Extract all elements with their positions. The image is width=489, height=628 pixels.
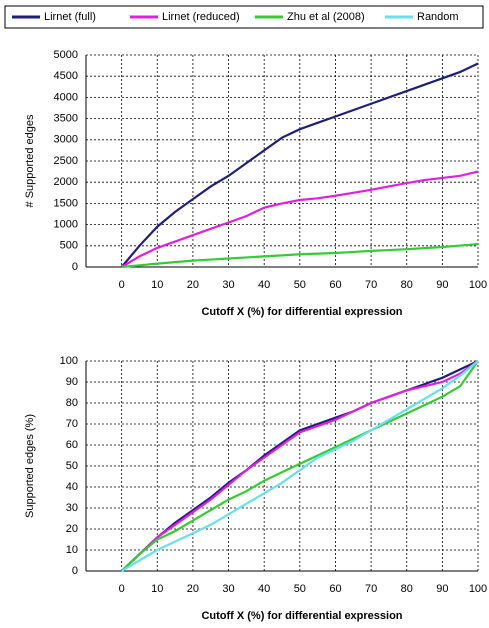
x-tick-label: 70 — [365, 583, 377, 595]
x-tick-label: 100 — [469, 583, 487, 595]
x-tick-label: 90 — [436, 583, 448, 595]
y-tick-label: 1500 — [54, 197, 78, 209]
y-tick-label: 2500 — [54, 155, 78, 167]
y-tick-label: 10 — [66, 544, 78, 556]
y-tick-label: 3000 — [54, 134, 78, 146]
x-tick-label: 40 — [258, 583, 270, 595]
x-tick-label: 70 — [365, 279, 377, 291]
y-tick-label: 5000 — [54, 49, 78, 61]
x-tick-label: 40 — [258, 279, 270, 291]
legend-label: Random — [417, 11, 459, 23]
legend-label: Lirnet (full) — [44, 11, 96, 23]
x-tick-label: 100 — [469, 279, 487, 291]
x-tick-label: 0 — [119, 279, 125, 291]
series-line — [121, 170, 479, 268]
y-tick-label: 80 — [66, 397, 78, 409]
y-axis-title: Supported edges (%) — [24, 414, 36, 518]
x-tick-label: 0 — [119, 583, 125, 595]
x-tick-label: 80 — [401, 279, 413, 291]
y-tick-label: 50 — [66, 460, 78, 472]
y-tick-label: 100 — [60, 355, 78, 367]
x-tick-label: 30 — [222, 279, 234, 291]
x-axis-title: Cutoff X (%) for differential expression — [201, 306, 402, 318]
y-tick-label: 2000 — [54, 176, 78, 188]
x-tick-label: 20 — [187, 583, 199, 595]
y-tick-label: 20 — [66, 523, 78, 535]
x-tick-label: 10 — [151, 279, 163, 291]
series-line — [120, 62, 479, 268]
series-line — [120, 360, 479, 572]
y-tick-label: 0 — [72, 565, 78, 577]
x-tick-label: 80 — [401, 583, 413, 595]
x-tick-label: 60 — [329, 583, 341, 595]
legend-box — [4, 5, 484, 29]
x-axis-title: Cutoff X (%) for differential expression — [201, 610, 402, 622]
x-tick-label: 60 — [329, 279, 341, 291]
y-tick-label: 4000 — [54, 91, 78, 103]
y-tick-label: 500 — [60, 240, 78, 252]
legend-label: Zhu et al (2008) — [287, 11, 365, 23]
x-tick-label: 10 — [151, 583, 163, 595]
y-tick-label: 30 — [66, 502, 78, 514]
series-line — [120, 360, 479, 572]
series-line — [121, 243, 479, 269]
y-tick-label: 60 — [66, 439, 78, 451]
y-tick-label: 0 — [72, 261, 78, 273]
y-tick-label: 40 — [66, 481, 78, 493]
series-line — [120, 360, 479, 572]
y-tick-label: 3500 — [54, 113, 78, 125]
x-tick-label: 90 — [436, 279, 448, 291]
x-tick-label: 50 — [294, 583, 306, 595]
y-tick-label: 90 — [66, 376, 78, 388]
legend-label: Lirnet (reduced) — [162, 11, 240, 23]
x-tick-label: 20 — [187, 279, 199, 291]
y-tick-label: 4500 — [54, 70, 78, 82]
y-tick-label: 1000 — [54, 219, 78, 231]
y-axis-title: # Supported edges — [24, 114, 36, 207]
series-line — [121, 360, 479, 572]
x-tick-label: 30 — [222, 583, 234, 595]
y-tick-label: 70 — [66, 418, 78, 430]
x-tick-label: 50 — [294, 279, 306, 291]
